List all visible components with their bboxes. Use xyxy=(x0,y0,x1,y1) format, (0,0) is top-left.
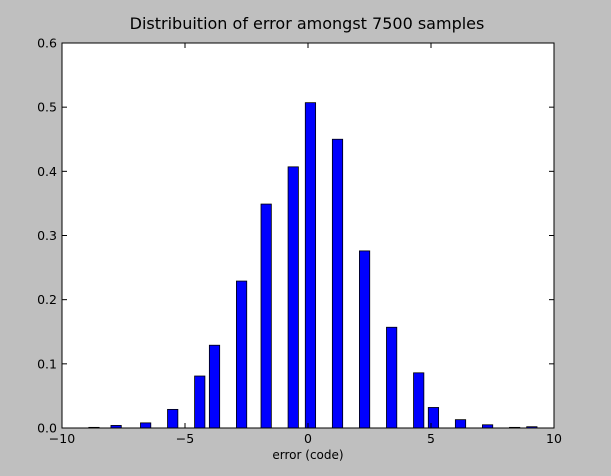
x-axis-label: error (code) xyxy=(272,448,343,462)
x-tick-label-3: 5 xyxy=(427,431,435,446)
bar-2 xyxy=(140,422,152,429)
chart-title: Distribuition of error amongst 7500 samp… xyxy=(130,14,485,33)
y-tick-label-5: 0.5 xyxy=(37,100,57,115)
bar-6 xyxy=(236,280,248,429)
y-tick-label-2: 0.2 xyxy=(37,292,57,307)
x-tick-label-0: −10 xyxy=(49,431,75,446)
ticks-group: −10 −5 0 5 10 0.0 0.1 0.2 0.3 0.4 0.5 0.6 xyxy=(37,36,562,447)
y-tick-label-0: 0.0 xyxy=(37,421,57,436)
bar-7 xyxy=(260,203,272,429)
bar-3 xyxy=(167,408,179,429)
bar-8 xyxy=(287,166,299,429)
plot-frame xyxy=(61,42,555,429)
x-tick-label-4: 10 xyxy=(546,431,562,446)
bar-15 xyxy=(454,419,467,429)
bar-11 xyxy=(359,250,371,429)
bar-10 xyxy=(331,138,344,429)
bar-14 xyxy=(427,407,440,429)
y-tick-label-3: 0.3 xyxy=(37,228,57,243)
y-tick-label-1: 0.1 xyxy=(37,356,57,371)
bar-13 xyxy=(413,372,425,429)
bar-4 xyxy=(194,375,206,429)
y-tick-label-6: 0.6 xyxy=(37,36,57,51)
bar-5 xyxy=(208,344,221,429)
bar-9 xyxy=(304,102,317,429)
bar-12 xyxy=(386,326,398,429)
x-tick-label-2: 0 xyxy=(304,431,312,446)
x-tick-label-1: −5 xyxy=(176,431,194,446)
y-tick-label-4: 0.4 xyxy=(37,164,57,179)
